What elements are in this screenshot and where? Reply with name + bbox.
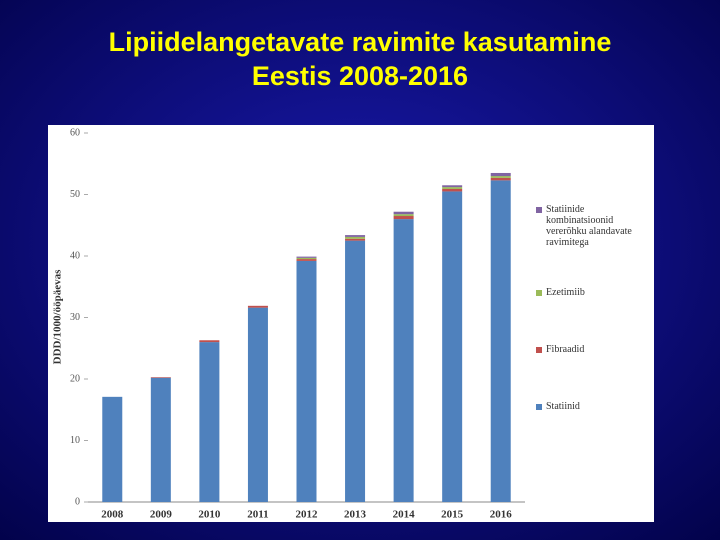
- legend-label: Statiinide kombinatsioonid vererõhku ala…: [546, 204, 632, 248]
- bar-segment: [442, 188, 463, 192]
- y-tick-label: 60: [70, 127, 80, 138]
- legend-swatch: [536, 404, 542, 410]
- bar-segment: [393, 214, 414, 217]
- bar-segment: [102, 396, 123, 502]
- legend-label: Statiinid: [546, 401, 580, 412]
- y-tick-label: 10: [70, 435, 80, 446]
- bar-segment: [199, 342, 220, 502]
- bar-segment: [150, 377, 171, 502]
- bar-segment: [345, 240, 366, 502]
- bar-segment: [345, 238, 366, 241]
- y-axis-label: DDD/1000/ööpäevas: [52, 269, 64, 364]
- bar-segment: [442, 185, 463, 188]
- bar-segment: [490, 176, 511, 178]
- y-tick-label: 30: [70, 312, 80, 323]
- y-tick-label: 50: [70, 189, 80, 200]
- x-tick-label: 2010: [198, 509, 221, 521]
- legend-entry: Statiinid: [536, 401, 652, 412]
- x-tick-label: 2015: [441, 509, 464, 521]
- bar-segment: [490, 180, 511, 503]
- bar-segment: [442, 187, 463, 189]
- legend-swatch: [536, 207, 542, 213]
- slide-title: Eestis 2008-2016: [252, 61, 468, 91]
- legend-swatch: [536, 290, 542, 296]
- bar-segment: [442, 191, 463, 503]
- bar-segment: [296, 260, 317, 502]
- legend-swatch: [536, 347, 542, 353]
- bar-segment: [247, 307, 268, 502]
- y-tick-label: 0: [75, 496, 80, 507]
- x-tick-label: 2014: [393, 509, 416, 521]
- legend-label: Ezetimiib: [546, 287, 585, 298]
- x-tick-label: 2009: [150, 509, 173, 521]
- y-tick-label: 40: [70, 250, 80, 261]
- x-tick-label: 2016: [490, 509, 513, 521]
- bar-segment: [247, 305, 268, 308]
- bar-segment: [199, 340, 220, 343]
- x-tick-label: 2011: [247, 509, 268, 521]
- bar-segment: [490, 172, 511, 177]
- bar-segment: [345, 236, 366, 239]
- bar-segment: [393, 219, 414, 502]
- bar-segment: [490, 177, 511, 181]
- bar-segment: [393, 216, 414, 220]
- bar-segment: [150, 377, 171, 378]
- bar-segment: [393, 211, 414, 215]
- bar-segment: [296, 256, 317, 258]
- x-tick-label: 2012: [296, 509, 319, 521]
- legend-entry: Statiinide kombinatsioonid vererõhku ala…: [536, 204, 652, 248]
- bar-segment: [345, 235, 366, 237]
- legend-label: Fibraadid: [546, 344, 585, 355]
- bar-segment: [296, 257, 317, 260]
- x-tick-label: 2013: [344, 509, 367, 521]
- legend-entry: Ezetimiib: [536, 287, 652, 298]
- x-tick-label: 2008: [101, 509, 124, 521]
- slide-title: Lipiidelangetavate ravimite kasutamine: [109, 27, 612, 57]
- legend-entry: Fibraadid: [536, 344, 652, 355]
- bar-segment: [296, 259, 317, 261]
- y-tick-label: 20: [70, 373, 80, 384]
